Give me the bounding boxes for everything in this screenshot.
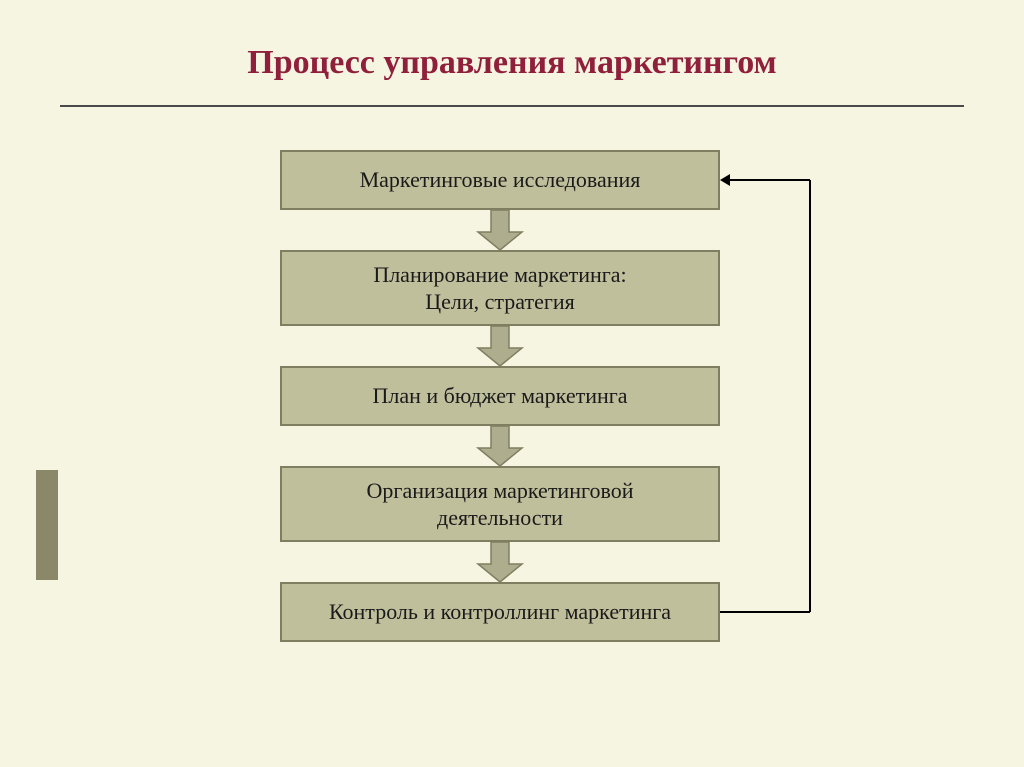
- flow-node-label: Маркетинговые исследования: [360, 166, 641, 194]
- slide: Процесс управления маркетингом Маркетинго…: [0, 0, 1024, 767]
- page-title: Процесс управления маркетингом: [0, 44, 1024, 82]
- down-arrow-icon: [470, 326, 530, 366]
- flow-node-n5: Контроль и контроллинг маркетинга: [280, 582, 720, 642]
- feedback-arrowhead-icon: [720, 174, 730, 186]
- feedback-line: [720, 611, 810, 613]
- flow-node-label: Организация маркетинговойдеятельности: [367, 477, 634, 532]
- flow-node-n3: План и бюджет маркетинга: [280, 366, 720, 426]
- flow-node-n2: Планирование маркетинга:Цели, стратегия: [280, 250, 720, 326]
- flow-node-label: План и бюджет маркетинга: [372, 382, 627, 410]
- flow-node-n4: Организация маркетинговойдеятельности: [280, 466, 720, 542]
- feedback-line: [730, 179, 810, 181]
- flow-node-n1: Маркетинговые исследования: [280, 150, 720, 210]
- title-underline: [60, 105, 964, 107]
- down-arrow-icon: [470, 210, 530, 250]
- flow-node-label: Контроль и контроллинг маркетинга: [329, 598, 671, 626]
- down-arrow-icon: [470, 542, 530, 582]
- accent-bar: [36, 470, 58, 580]
- flow-node-label: Планирование маркетинга:Цели, стратегия: [373, 261, 626, 316]
- feedback-line: [809, 180, 811, 612]
- down-arrow-icon: [470, 426, 530, 466]
